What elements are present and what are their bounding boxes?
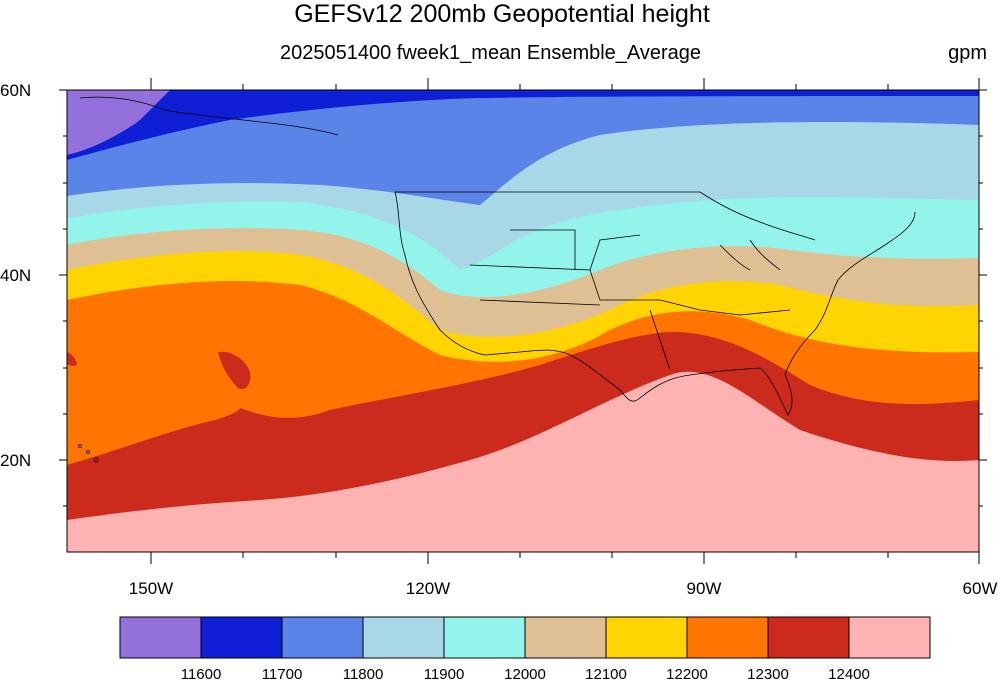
colorbar-label: 12000 (504, 666, 546, 683)
axis-ticks (59, 78, 987, 564)
state-borders (469, 229, 791, 371)
north-america-coastline (394, 191, 916, 416)
hawaii-island-big (93, 457, 99, 463)
colorbar-label: 11600 (180, 666, 222, 683)
lon-label-120w: 120W (405, 579, 451, 598)
colorbar (119, 616, 931, 659)
colorbar-swatch (767, 616, 850, 659)
units-label: gpm (948, 42, 987, 64)
colorbar-label: 12400 (828, 666, 870, 683)
contour-fills (67, 90, 979, 552)
colorbar-label: 11800 (342, 666, 384, 683)
us-canada-border (395, 191, 816, 241)
lon-label-150w: 150W (128, 579, 174, 598)
lat-label-60n: 60N (0, 81, 32, 100)
contour-band-11600 (67, 90, 979, 160)
lat-label-20n: 20N (0, 451, 32, 470)
alaska-coastline (79, 96, 339, 136)
contour-cell-12300 (218, 351, 251, 390)
colorbar-label: 12300 (747, 666, 789, 683)
colorbar-swatch (362, 616, 445, 659)
colorbar-swatch (281, 616, 364, 659)
colorbar-swatch (524, 616, 607, 659)
colorbar-swatch (686, 616, 769, 659)
colorbar-label: 11900 (423, 666, 465, 683)
colorbar-swatch (119, 616, 202, 659)
great-lakes (719, 239, 781, 271)
map-subtitle: 2025051400 fweek1_mean Ensemble_Average (280, 42, 702, 64)
colorbar-label: 11700 (261, 666, 303, 683)
hawaii-island (86, 450, 90, 454)
contour-band-below-11600 (67, 90, 170, 155)
colorbar-swatch (200, 616, 283, 659)
colorbar-swatch (605, 616, 688, 659)
contour-band-11700 (67, 90, 979, 205)
coastlines (78, 96, 916, 463)
lon-label-60w: 60W (962, 579, 998, 598)
colorbar-swatch (443, 616, 526, 659)
contour-cell-edge-12300 (67, 352, 77, 366)
map-title: GEFSv12 200mb Geopotential height (294, 0, 710, 28)
colorbar-label: 12200 (666, 666, 708, 683)
lon-label-90w: 90W (686, 579, 722, 598)
lat-label-40n: 40N (0, 266, 32, 285)
hawaii-islands (78, 444, 82, 448)
colorbar-swatch (848, 616, 931, 659)
colorbar-label: 12100 (585, 666, 627, 683)
